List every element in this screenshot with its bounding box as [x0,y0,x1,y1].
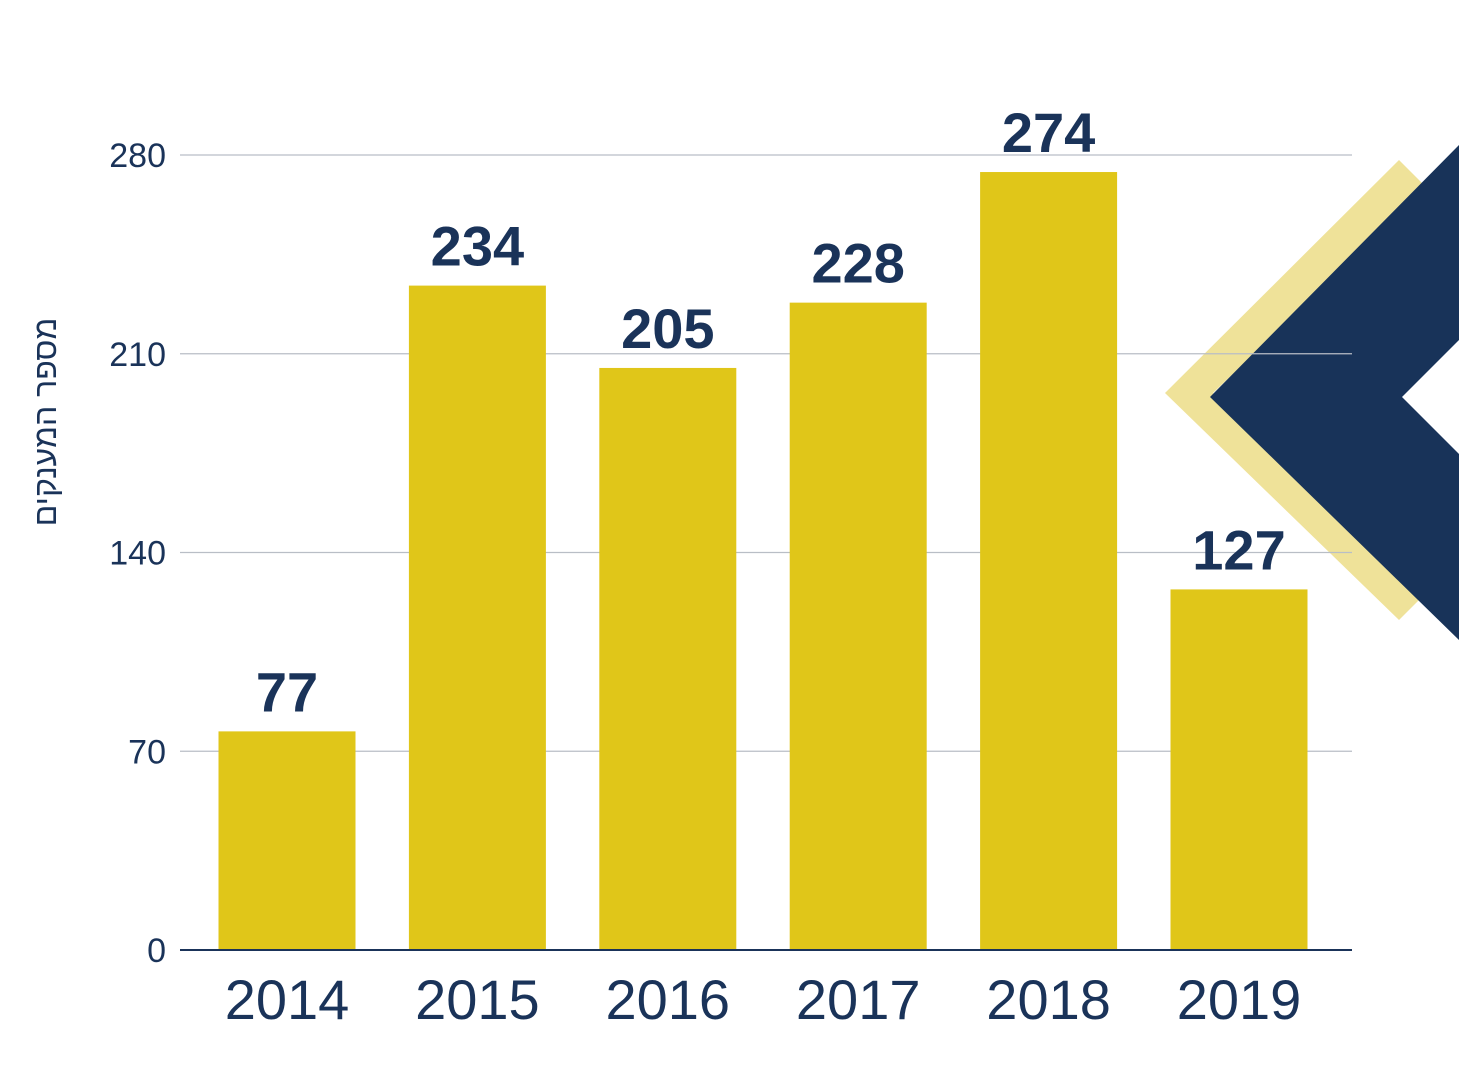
bar-value-label: 228 [811,232,904,295]
chevron-front-shape [1210,145,1459,640]
x-tick-label: 2014 [225,968,350,1031]
y-tick-label: 140 [109,535,166,573]
y-axis-label: מספר המענקים [27,318,63,527]
bar-value-label: 234 [431,215,524,278]
bar-value-label: 274 [1002,101,1095,164]
y-axis-ticks: 0 70 140 210 280 [109,137,166,970]
y-tick-label: 0 [147,932,166,970]
bars [218,172,1308,951]
chevron-left-icon [1165,145,1459,640]
bar-value-label: 127 [1192,518,1285,581]
bar [980,172,1118,951]
gridlines [180,154,1352,752]
bar [408,285,546,950]
bar [599,367,737,951]
y-tick-label: 70 [128,733,166,771]
bar [789,302,927,951]
x-axis-ticks: 2014 2015 2016 2017 2018 2019 [225,968,1302,1031]
x-tick-label: 2015 [415,968,540,1031]
data-labels: 77 234 205 228 274 127 [256,101,1286,723]
x-tick-label: 2018 [986,968,1111,1031]
x-tick-label: 2016 [606,968,731,1031]
y-tick-label: 280 [109,137,166,175]
bar [1170,589,1308,950]
x-tick-label: 2019 [1177,968,1302,1031]
bar-value-label: 205 [621,297,714,360]
bar [218,731,356,950]
bar-value-label: 77 [256,660,318,723]
y-tick-label: 210 [109,336,166,374]
x-tick-label: 2017 [796,968,921,1031]
